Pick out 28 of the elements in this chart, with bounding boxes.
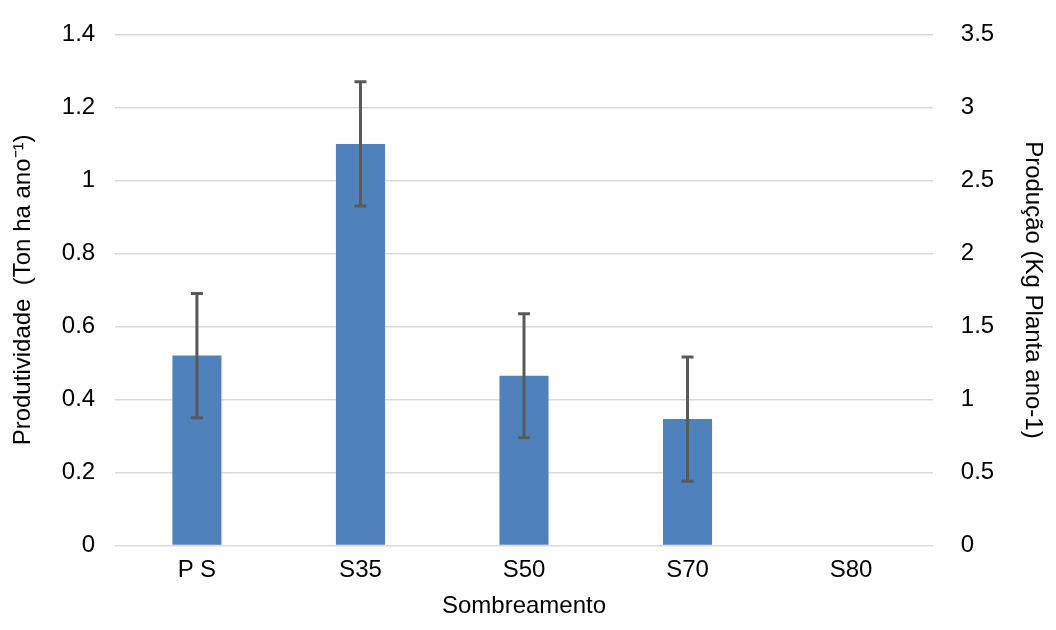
- x-axis-title: Sombreamento: [441, 591, 607, 619]
- y-tick-label: 0.2: [61, 457, 96, 485]
- x-tick-label: S50: [502, 555, 546, 583]
- bar: [499, 375, 549, 545]
- y-axis-title: Produtividade (Ton ha ano⁻¹): [8, 134, 36, 446]
- y2-tick-label: 2: [960, 238, 975, 266]
- y-tick-label: 0.6: [61, 311, 96, 339]
- y2-tick-label: 0: [960, 530, 975, 558]
- y-tick-label: 0.4: [61, 384, 96, 412]
- bar: [663, 419, 713, 545]
- bar: [335, 143, 385, 545]
- y-tick-label: 0: [81, 530, 96, 558]
- y-tick-label: 1.2: [61, 92, 96, 120]
- y2-axis-title: Produção (Kg Planta ano-1): [1020, 141, 1048, 439]
- y2-tick-label: 1: [960, 384, 975, 412]
- bar: [172, 355, 222, 545]
- x-tick-label: S35: [339, 555, 382, 583]
- x-tick-label: P S: [177, 555, 217, 583]
- x-tick-label: S80: [829, 555, 873, 583]
- x-tick-label: S70: [666, 555, 709, 583]
- y2-tick-label: 0.5: [960, 457, 995, 485]
- y2-tick-label: 3.5: [960, 19, 995, 47]
- y2-tick-label: 1.5: [960, 311, 995, 339]
- y-tick-label: 0.8: [61, 238, 96, 266]
- y-tick-label: 1.4: [61, 19, 96, 47]
- y2-tick-label: 3: [960, 92, 975, 120]
- y2-tick-label: 2.5: [960, 165, 995, 193]
- y-tick-label: 1: [81, 165, 96, 193]
